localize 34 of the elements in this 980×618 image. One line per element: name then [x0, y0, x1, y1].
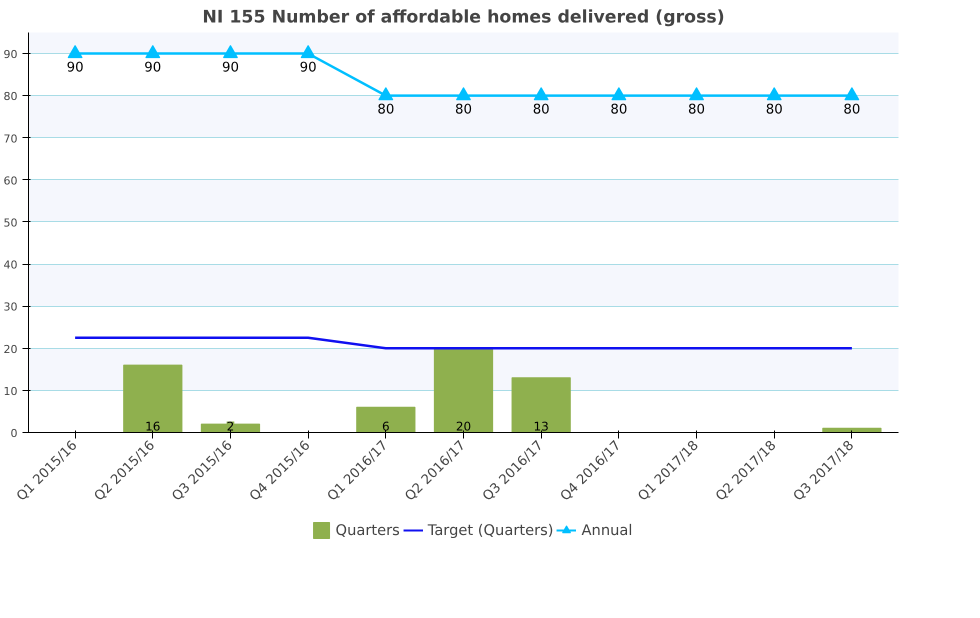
bar [434, 348, 494, 432]
data-label: 90 [144, 60, 162, 76]
data-label: 90 [300, 60, 317, 76]
data-label: 80 [766, 102, 783, 118]
y-tick-label: 80 [4, 90, 18, 104]
bar [356, 406, 416, 432]
data-label: 13 [534, 420, 549, 434]
y-tick-label: 70 [4, 132, 18, 146]
bar [512, 377, 571, 432]
y-tick-label: 50 [4, 216, 18, 230]
legend-label: Quarters [336, 522, 400, 538]
data-label: 80 [455, 102, 472, 118]
data-label: 80 [532, 102, 550, 118]
y-tick-label: 40 [4, 258, 18, 272]
data-label: 90 [222, 60, 239, 76]
data-label: 16 [145, 420, 160, 434]
y-tick-label: 20 [4, 342, 18, 356]
data-label: 80 [688, 102, 706, 118]
data-label: 80 [610, 102, 628, 118]
bar [123, 364, 182, 432]
y-tick-label: 30 [4, 300, 18, 314]
data-label: 80 [843, 102, 860, 118]
chart-title: NI 155 Number of affordable homes delivered (gross) [202, 8, 725, 28]
legend-label: Target (Quarters) [428, 522, 554, 538]
y-tick-label: 90 [4, 48, 18, 62]
data-label: 90 [66, 60, 84, 76]
data-label: 6 [382, 420, 390, 434]
y-tick-label: 0 [10, 427, 18, 440]
data-label: 80 [377, 102, 394, 118]
data-label: 2 [226, 420, 234, 434]
legend-label: Annual [582, 522, 632, 538]
y-tick-label: 10 [4, 384, 18, 398]
y-tick-label: 60 [4, 174, 18, 188]
data-label: 20 [456, 420, 472, 434]
